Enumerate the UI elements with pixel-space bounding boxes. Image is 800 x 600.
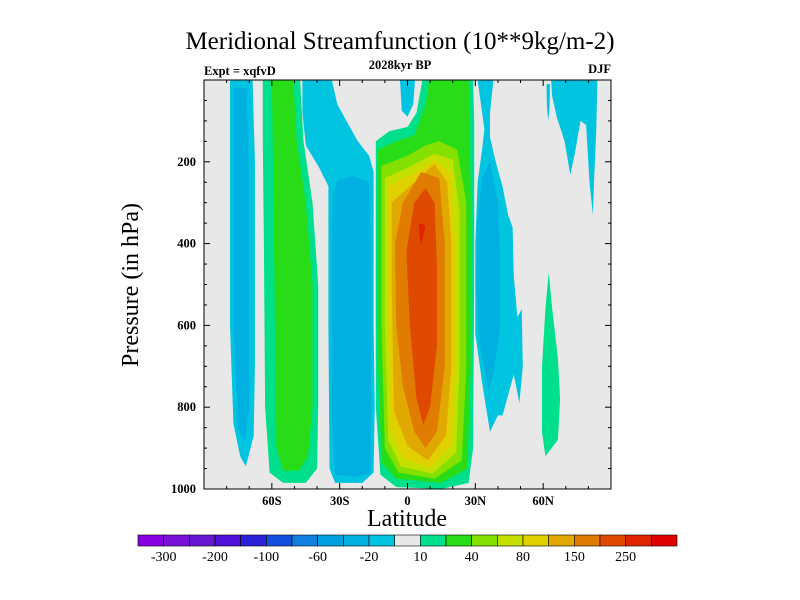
colorbar-label: -200 [202,550,228,565]
colorbar-box [317,534,344,547]
y-axis-title: Pressure (in hPa) [118,203,144,367]
colorbar-box [291,534,318,547]
colorbar-box [368,534,395,547]
contour-region-south-subtropical-negative-inner [331,176,372,477]
y-tick-label: 1000 [171,482,196,496]
colorbar-label: -100 [253,550,279,565]
colorbar-box [548,534,575,547]
colorbar-label: -20 [360,550,379,565]
colorbar-box [394,534,421,547]
contour-region-equator-top-negative [400,80,415,117]
chart-subtitle: 2028kyr BP [368,58,432,72]
colorbar-box [599,534,626,547]
colorbar-box [497,534,524,547]
contour-regions [230,80,598,489]
colorbar-label: 250 [615,550,636,565]
colorbar-box [651,534,678,547]
x-tick-label: 30N [465,494,487,508]
colorbar-box [445,534,472,547]
colorbar-box [240,534,267,547]
y-tick-label: 200 [177,155,196,169]
x-axis-title: Latitude [367,506,447,532]
y-tick-label: 800 [177,400,196,414]
colorbar-box [625,534,652,547]
season-label: DJF [588,62,611,76]
colorbar-label: 80 [516,550,530,565]
x-tick-label: 0 [404,494,410,508]
contour-region-north-polar-sliver [546,84,550,121]
axes: 60S 30S 0 30N 60N 200 400 600 800 1000 [171,79,612,508]
colorbar-box [214,534,241,547]
colorbar-box [522,534,549,547]
contour-region-hadley-cell-core [418,223,426,246]
x-tick-label: 30S [330,494,350,508]
colorbar-label: 10 [413,550,427,565]
colorbar-box [420,534,447,547]
contour-region-north-polar-negative [551,80,598,215]
colorbar-label: 40 [465,550,479,565]
y-tick-label: 400 [177,237,196,251]
colorbar-label: -300 [151,550,177,565]
contour-region-north-positive [542,272,561,457]
colorbar-label: -60 [308,550,327,565]
colorbar-box [471,534,498,547]
chart-title: Meridional Streamfunction (10**9kg/m-2) [185,28,615,55]
colorbar-box [137,534,164,547]
colorbar-label: 150 [564,550,585,565]
x-tick-label: 60N [532,494,554,508]
colorbar-box [266,534,293,547]
colorbar: -300 -200 -100 -60 -20 10 40 80 150 250 [137,534,678,565]
colorbar-box [574,534,601,547]
contour-region-south-polar-cell-inner [233,88,250,442]
experiment-label: Expt = xqfvD [204,64,276,78]
colorbar-box [343,534,370,547]
contour-region-ferrel-like-positive-inner [271,80,313,471]
contour-region-north-negative-inner [476,161,501,391]
colorbar-box [189,534,216,547]
colorbar-box [163,534,190,547]
x-tick-label: 60S [262,494,282,508]
contour-region-hadley-cell-200 [406,188,437,425]
y-tick-label: 600 [177,318,196,332]
